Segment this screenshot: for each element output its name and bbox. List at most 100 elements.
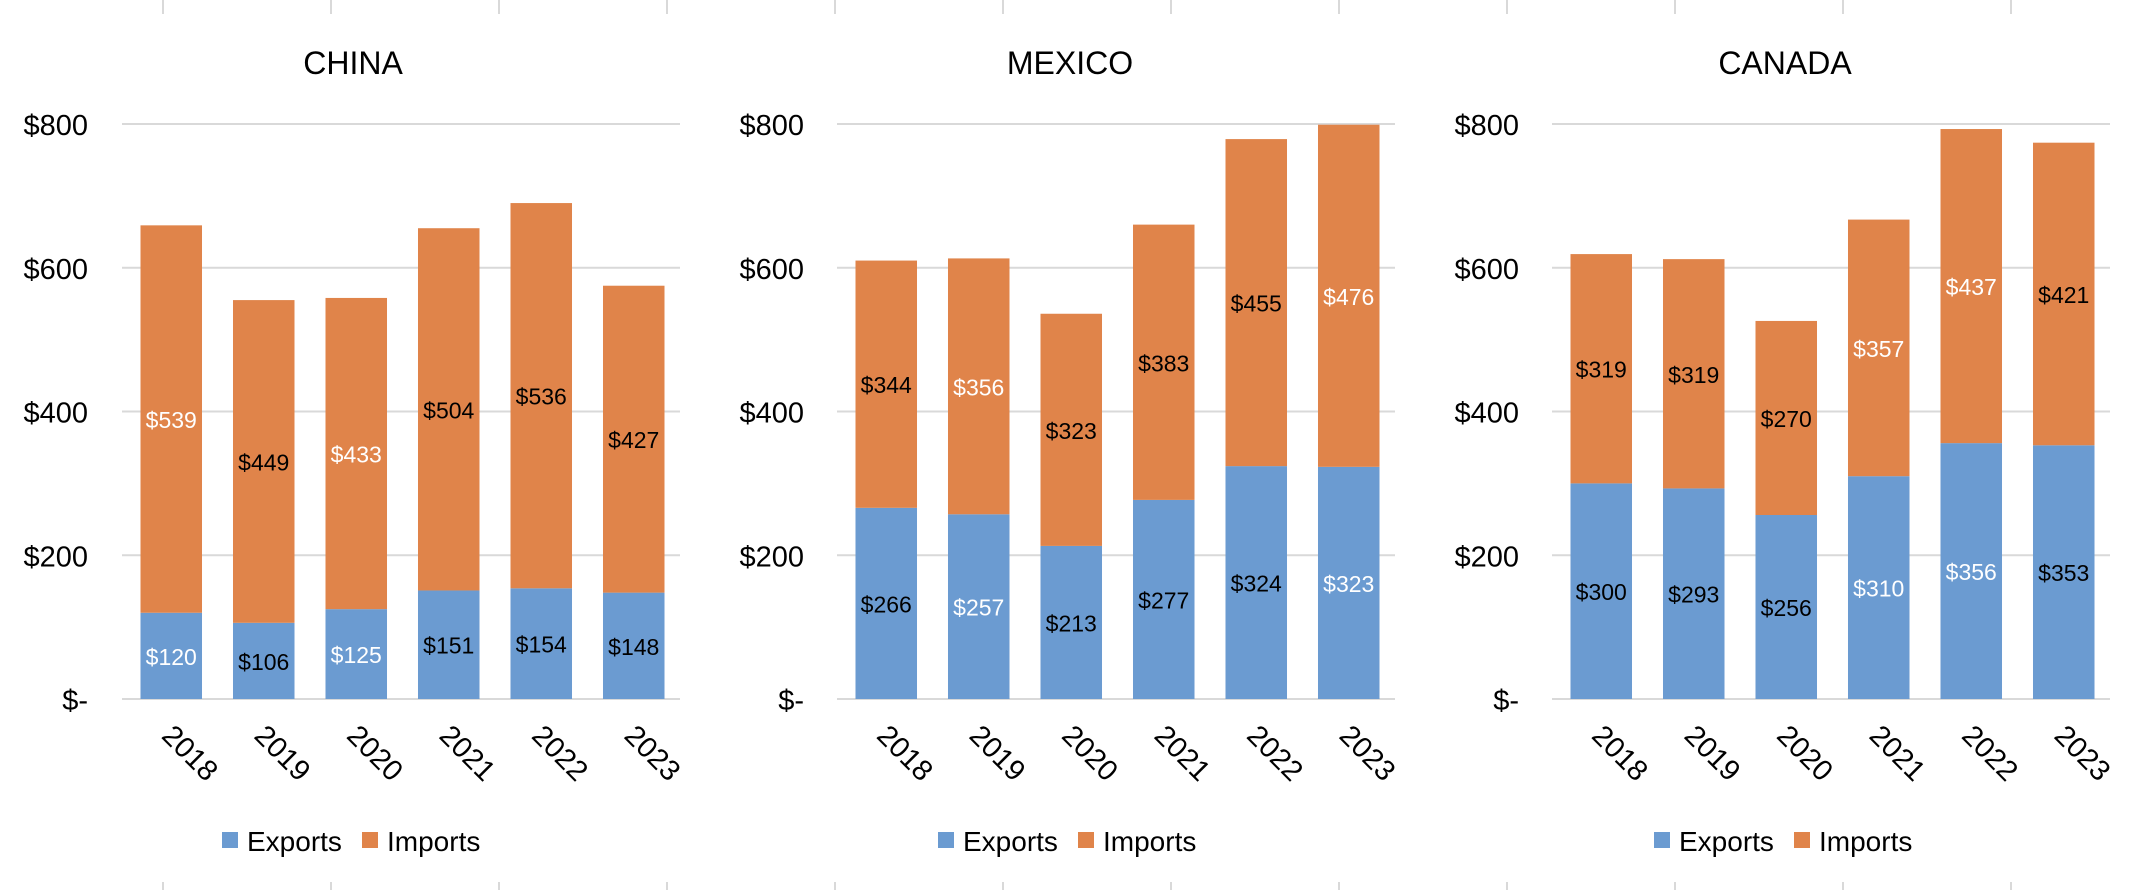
bar-imports [325, 297, 388, 610]
bar-imports [947, 258, 1010, 515]
y-tick-label: $200 [1454, 541, 1519, 573]
bar-imports [1940, 129, 2003, 444]
x-tick-label: 2022 [1955, 720, 2023, 788]
x-tick-label: 2018 [870, 720, 938, 788]
legend: Exports Imports [938, 826, 1196, 857]
bar-exports [325, 609, 388, 699]
x-tick-label: 2019 [1678, 720, 1746, 788]
data-label: $277 [1138, 587, 1189, 613]
data-label: $433 [331, 442, 382, 468]
data-label: $323 [1323, 571, 1374, 597]
bar-exports [417, 590, 480, 699]
data-label: $539 [146, 407, 197, 433]
y-tick-label: $600 [1454, 254, 1519, 286]
data-label: $154 [516, 632, 567, 658]
chart-title: MEXICO [1007, 45, 1133, 81]
data-label: $125 [331, 642, 382, 668]
data-label: $353 [2038, 560, 2089, 586]
bar-imports [417, 228, 480, 591]
bar-exports [1570, 483, 1633, 699]
bar-exports [855, 507, 918, 699]
chart-title: CANADA [1718, 45, 1852, 81]
data-label: $504 [423, 397, 474, 423]
legend-swatch-imports [1794, 832, 1810, 848]
data-label: $151 [423, 633, 474, 659]
x-tick-label: 2022 [525, 720, 593, 788]
data-label: $421 [2038, 282, 2089, 308]
data-label: $300 [1576, 579, 1627, 605]
bar-exports [1847, 476, 1910, 699]
chart-panel-china: CHINA $- $200 $400 $600 $800 $120 $539 2018 $106 $… [23, 45, 686, 857]
data-label: $427 [608, 427, 659, 453]
y-tick-label: $400 [1454, 398, 1519, 430]
data-label: $106 [238, 649, 289, 675]
legend-swatch-imports [362, 832, 378, 848]
bar-exports [1755, 515, 1818, 699]
bar-imports [1847, 219, 1910, 477]
bar-imports [1132, 224, 1195, 500]
data-label: $437 [1946, 274, 1997, 300]
bar-imports [1040, 313, 1103, 546]
x-tick-label: 2023 [618, 720, 686, 788]
bar-imports [602, 285, 665, 593]
x-tick-label: 2023 [1333, 720, 1401, 788]
bar-imports [1755, 320, 1818, 515]
bar-imports [1570, 254, 1633, 484]
bar-imports [140, 225, 203, 613]
y-tick-label: $800 [1454, 110, 1519, 142]
data-label: $213 [1046, 610, 1097, 636]
x-tick-label: 2023 [2048, 720, 2116, 788]
data-label: $120 [146, 644, 197, 670]
legend-swatch-imports [1078, 832, 1094, 848]
x-tick-label: 2020 [1055, 720, 1123, 788]
y-tick-label: $- [1493, 685, 1519, 717]
data-label: $319 [1668, 362, 1719, 388]
y-tick-label: $- [778, 685, 804, 717]
legend-swatch-exports [938, 832, 954, 848]
legend: Exports Imports [1654, 826, 1912, 857]
legend: Exports Imports [222, 826, 480, 857]
y-tick-label: $800 [739, 110, 804, 142]
bar-exports [1662, 488, 1725, 699]
bar-exports [602, 592, 665, 699]
y-tick-label: $400 [23, 398, 88, 430]
legend-label-imports: Imports [1103, 826, 1196, 857]
data-label: $148 [608, 634, 659, 660]
data-label: $256 [1761, 595, 1812, 621]
data-label: $356 [1946, 559, 1997, 585]
chart-panel-mexico: MEXICO $- $200 $400 $600 $800 $266 $344 2018 $257… [739, 45, 1401, 857]
data-label: $257 [953, 595, 1004, 621]
bar-imports [1317, 124, 1380, 467]
data-label: $266 [861, 591, 912, 617]
bar-imports [232, 300, 295, 623]
data-label: $449 [238, 449, 289, 475]
data-label: $455 [1231, 291, 1282, 317]
y-tick-label: $- [62, 685, 88, 717]
bar-imports [855, 260, 918, 508]
y-tick-label: $800 [23, 110, 88, 142]
legend-label-exports: Exports [963, 826, 1058, 857]
bar-imports [2032, 142, 2095, 446]
border-ticks [162, 0, 2012, 890]
legend-label-exports: Exports [247, 826, 342, 857]
data-label: $356 [953, 374, 1004, 400]
data-label: $344 [861, 372, 912, 398]
chart-title: CHINA [303, 45, 403, 81]
y-tick-label: $600 [23, 254, 88, 286]
x-tick-label: 2021 [1148, 720, 1216, 788]
legend-label-exports: Exports [1679, 826, 1774, 857]
data-label: $357 [1853, 336, 1904, 362]
bar-exports [1940, 443, 2003, 699]
bar-exports [1040, 545, 1103, 699]
chart-panel-canada: CANADA $- $200 $400 $600 $800 $300 $319 2018 $293… [1454, 45, 2116, 857]
legend-swatch-exports [1654, 832, 1670, 848]
y-tick-label: $200 [23, 541, 88, 573]
x-tick-label: 2018 [1585, 720, 1653, 788]
data-label: $310 [1853, 576, 1904, 602]
x-tick-label: 2021 [1863, 720, 1931, 788]
bar-imports [510, 203, 573, 589]
bar-exports [1317, 466, 1380, 699]
data-label: $383 [1138, 350, 1189, 376]
